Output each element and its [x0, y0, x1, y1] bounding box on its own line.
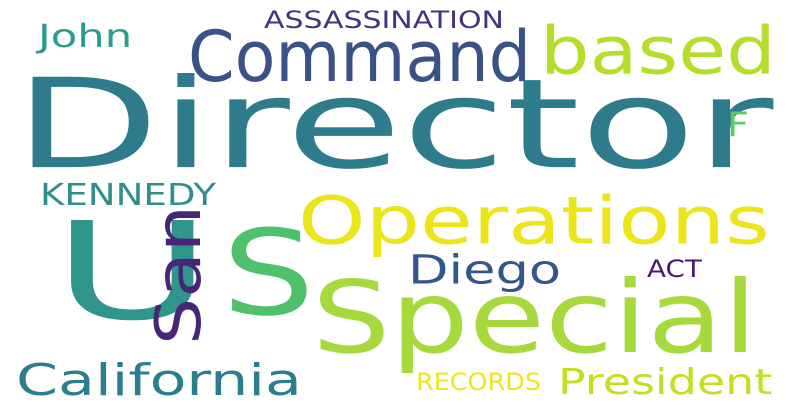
word-john: John [38, 17, 133, 55]
word-special: Special [312, 259, 758, 376]
word-records: RECORDS [416, 367, 542, 396]
word-california: California [16, 354, 302, 405]
word-director: Director [14, 51, 774, 197]
word-kennedy: KENNEDY [40, 177, 217, 213]
word-assassination: ASSASSINATION [264, 5, 504, 34]
word-president: President [558, 360, 773, 403]
word-command: Command [188, 15, 531, 98]
word-f: F [727, 104, 749, 145]
word-san: San [142, 204, 215, 345]
word-s: S [222, 204, 315, 343]
word-u: U [52, 192, 213, 351]
word-act: ACT [647, 254, 702, 283]
word-operations: Operations [298, 182, 770, 260]
word-diego: Diego [408, 246, 561, 294]
word-based: based [540, 12, 776, 90]
